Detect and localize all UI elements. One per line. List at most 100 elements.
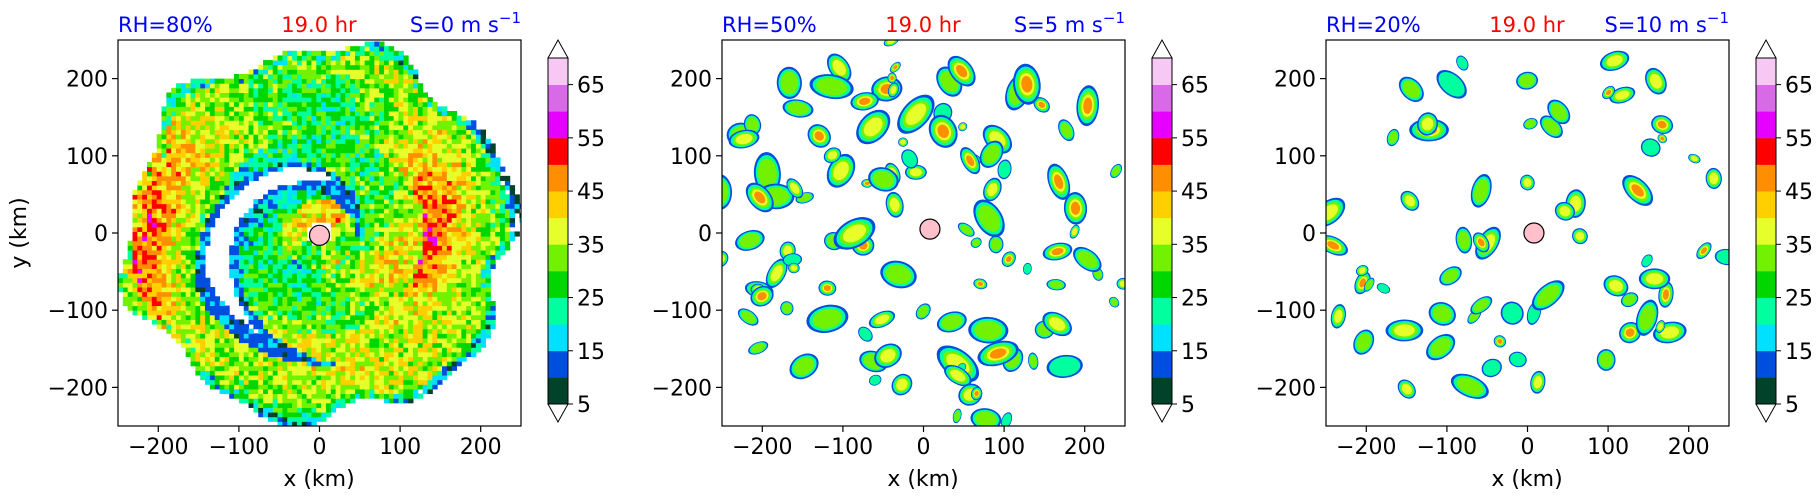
reflectivity-cell xyxy=(156,175,163,181)
reflectivity-cell xyxy=(446,129,453,135)
reflectivity-cell xyxy=(258,324,264,330)
reflectivity-cell xyxy=(306,240,312,246)
reflectivity-cell xyxy=(287,50,293,56)
reflectivity-cell xyxy=(185,337,192,344)
reflectivity-cell xyxy=(408,217,414,223)
reflectivity-cell xyxy=(461,236,467,242)
reflectivity-cell xyxy=(364,73,370,80)
reflectivity-cell xyxy=(166,157,172,163)
reflectivity-cell xyxy=(185,115,192,121)
reflectivity-cell xyxy=(495,208,501,214)
reflectivity-cell xyxy=(403,273,409,279)
reflectivity-cell xyxy=(383,300,390,307)
reflectivity-cell xyxy=(258,203,264,209)
reflectivity-cell xyxy=(258,226,264,232)
reflectivity-cell xyxy=(292,347,298,353)
reflectivity-cell xyxy=(156,287,163,293)
reflectivity-cell xyxy=(364,245,370,251)
reflectivity-cell xyxy=(340,134,346,140)
reflectivity-cell xyxy=(442,171,448,177)
reflectivity-cell xyxy=(243,231,250,237)
reflectivity-cell xyxy=(359,166,366,172)
reflectivity-cell xyxy=(214,120,221,126)
reflectivity-cell xyxy=(185,249,192,256)
reflectivity-cell xyxy=(258,407,264,413)
reflectivity-cell xyxy=(296,180,303,186)
reflectivity-cell xyxy=(132,231,138,237)
reflectivity-cell xyxy=(176,291,182,297)
reflectivity-cell xyxy=(258,393,264,399)
reflectivity-cell xyxy=(287,138,293,144)
reflectivity-cell xyxy=(456,212,462,219)
reflectivity-cell xyxy=(446,217,453,223)
reflectivity-cell xyxy=(205,365,211,371)
reflectivity-cell xyxy=(350,208,356,214)
reflectivity-cell xyxy=(359,222,366,228)
reflectivity-cell xyxy=(432,296,438,302)
reflectivity-cell xyxy=(451,245,458,251)
reflectivity-cell xyxy=(437,254,443,260)
reflectivity-cell xyxy=(171,161,177,168)
reflectivity-cell xyxy=(393,351,399,358)
reflectivity-cell xyxy=(176,249,182,256)
reflectivity-cell xyxy=(176,231,182,237)
reflectivity-cell xyxy=(171,111,177,117)
reflectivity-cell xyxy=(306,259,312,265)
reflectivity-cell xyxy=(451,287,458,293)
reflectivity-cell xyxy=(190,222,196,228)
reflectivity-cell xyxy=(393,282,399,288)
reflectivity-cell xyxy=(354,393,361,399)
reflectivity-cell xyxy=(185,185,192,191)
reflectivity-cell xyxy=(383,92,390,98)
reflectivity-cell xyxy=(176,310,182,316)
reflectivity-cell xyxy=(180,189,187,195)
reflectivity-cell xyxy=(185,263,192,270)
reflectivity-cell xyxy=(287,296,293,302)
reflectivity-cell xyxy=(432,106,438,112)
reflectivity-cell xyxy=(408,249,414,256)
reflectivity-cell xyxy=(451,356,458,362)
reflectivity-cell xyxy=(408,157,414,163)
reflectivity-cell xyxy=(142,305,148,311)
reflectivity-cell xyxy=(306,393,312,399)
reflectivity-cell xyxy=(137,305,143,311)
reflectivity-cell xyxy=(461,337,467,344)
reflectivity-cell xyxy=(383,240,390,246)
reflectivity-cell xyxy=(205,356,211,362)
reflectivity-cell xyxy=(224,143,230,149)
reflectivity-cell xyxy=(330,185,337,191)
reflectivity-cell xyxy=(350,185,356,191)
reflectivity-cell xyxy=(137,222,143,228)
reflectivity-cell xyxy=(258,129,264,135)
reflectivity-cell xyxy=(442,314,448,320)
reflectivity-cell xyxy=(311,384,317,390)
reflectivity-cell xyxy=(325,282,332,288)
reflectivity-cell xyxy=(195,296,201,302)
reflectivity-cell xyxy=(166,185,172,191)
reflectivity-cell xyxy=(388,333,395,339)
reflectivity-cell xyxy=(238,222,245,228)
reflectivity-cell xyxy=(234,324,240,330)
reflectivity-cell xyxy=(335,60,341,66)
reflectivity-cell xyxy=(461,245,467,251)
reflectivity-cell xyxy=(238,152,245,158)
reflectivity-cell xyxy=(161,175,167,181)
reflectivity-cell xyxy=(340,245,346,251)
reflectivity-cell xyxy=(253,300,259,307)
reflectivity-cell xyxy=(267,236,274,242)
reflectivity-cell xyxy=(243,263,250,270)
reflectivity-cell xyxy=(205,115,211,121)
reflectivity-cell xyxy=(151,263,158,270)
reflectivity-cell xyxy=(408,333,414,339)
reflectivity-cell xyxy=(229,379,235,385)
reflectivity-cell xyxy=(480,319,487,325)
reflectivity-cell xyxy=(224,152,230,158)
x-tick-label: −100 xyxy=(209,435,269,460)
reflectivity-cell xyxy=(417,208,424,214)
reflectivity-cell xyxy=(190,231,196,237)
reflectivity-cell xyxy=(176,268,182,274)
reflectivity-cell xyxy=(330,115,337,121)
reflectivity-cell xyxy=(408,259,414,265)
reflectivity-cell xyxy=(248,245,254,251)
reflectivity-cell xyxy=(427,300,433,307)
